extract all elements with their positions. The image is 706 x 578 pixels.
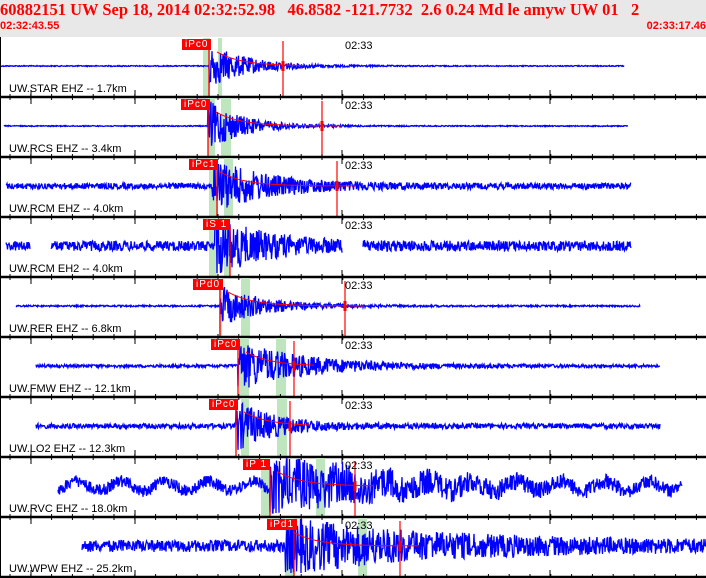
station-label[interactable]: UW.WPW EHZ -- 25.2km <box>9 563 133 575</box>
station-label[interactable]: UW.RCM EHZ -- 4.0km <box>9 203 124 215</box>
minute-time-label: 02:33 <box>345 460 373 472</box>
waveform-trace <box>57 458 683 514</box>
phase-pick-flag[interactable]: iPc0 <box>209 399 239 410</box>
phase-pick-flag[interactable]: iP 1 <box>243 459 271 470</box>
coda-fit-curve <box>227 291 364 307</box>
coda-fit-curve <box>216 51 304 67</box>
waveform-trace <box>35 345 661 388</box>
phase-pick-flag[interactable]: iPc0 <box>181 99 211 110</box>
coda-end-block <box>335 181 339 191</box>
pick-window <box>276 338 286 397</box>
phase-pick-flag[interactable]: iPc0 <box>182 39 212 50</box>
coda-end-block <box>288 421 292 431</box>
station-label[interactable]: UW.RVC EHZ -- 18.0km <box>9 503 128 515</box>
phase-pick-flag[interactable]: iPd1 <box>267 519 298 530</box>
coda-end-block <box>281 61 285 71</box>
minute-time-label: 02:33 <box>345 340 373 352</box>
pick-window <box>277 398 287 457</box>
station-label[interactable]: UW.RER EHZ -- 6.8km <box>9 323 122 335</box>
coda-fit-curve <box>219 171 356 187</box>
event-summary-title: 60882151 UW Sep 18, 2014 02:32:52.98 46.… <box>0 0 640 19</box>
waveform-trace <box>81 518 706 574</box>
coda-end-block <box>353 481 357 491</box>
waveform-trace <box>50 218 343 274</box>
pick-window <box>241 398 249 457</box>
station-label[interactable]: UW.STAR EHZ -- 1.7km <box>9 83 127 95</box>
coda-fit-curve <box>277 471 374 487</box>
station-label[interactable]: UW.FMW EHZ -- 12.1km <box>9 383 131 395</box>
minute-time-label: 02:33 <box>345 520 373 532</box>
waveform-trace <box>3 99 629 146</box>
waveform-trace <box>5 240 31 252</box>
waveform-trace <box>362 239 632 254</box>
waveform-trace <box>15 286 641 323</box>
waveform-trace <box>5 163 632 208</box>
phase-pick-flag[interactable]: iPc0 <box>211 339 241 350</box>
minute-time-label: 02:33 <box>345 160 373 172</box>
minute-time-label: 02:33 <box>345 220 373 232</box>
coda-end-block <box>343 301 347 311</box>
seismogram-panel-stack[interactable]: UW.STAR EHZ -- 1.7km 02:33 iPc0 UW.RCS EHZ … <box>0 37 706 578</box>
station-label[interactable]: UW.RCM EH2 -- 4.0km <box>9 263 123 275</box>
window-end-time: 02:33:17.46 <box>646 20 706 32</box>
minute-time-label: 02:33 <box>345 100 373 112</box>
waveform-trace <box>35 401 661 450</box>
window-start-time: 02:32:43.55 <box>0 20 60 32</box>
station-label[interactable]: UW.RCS EHZ -- 3.4km <box>9 143 122 155</box>
coda-fit-curve <box>292 531 419 547</box>
station-label[interactable]: UW.LO2 EHZ -- 12.3km <box>9 443 126 455</box>
phase-pick-flag[interactable]: iS 1 <box>203 219 231 230</box>
minute-time-label: 02:33 <box>345 40 373 52</box>
coda-fit-curve <box>243 411 311 426</box>
phase-pick-flag[interactable]: iPd0 <box>193 279 224 290</box>
coda-end-block <box>292 361 296 371</box>
coda-end-block <box>398 541 402 551</box>
minute-time-label: 02:33 <box>345 280 373 292</box>
coda-fit-curve <box>245 351 315 366</box>
coda-end-block <box>320 121 324 131</box>
phase-pick-flag[interactable]: iPc1 <box>189 159 219 170</box>
minute-time-label: 02:33 <box>345 400 373 412</box>
pick-window <box>203 38 210 97</box>
waveform-trace <box>0 51 625 84</box>
seismogram-canvas[interactable] <box>0 37 706 578</box>
